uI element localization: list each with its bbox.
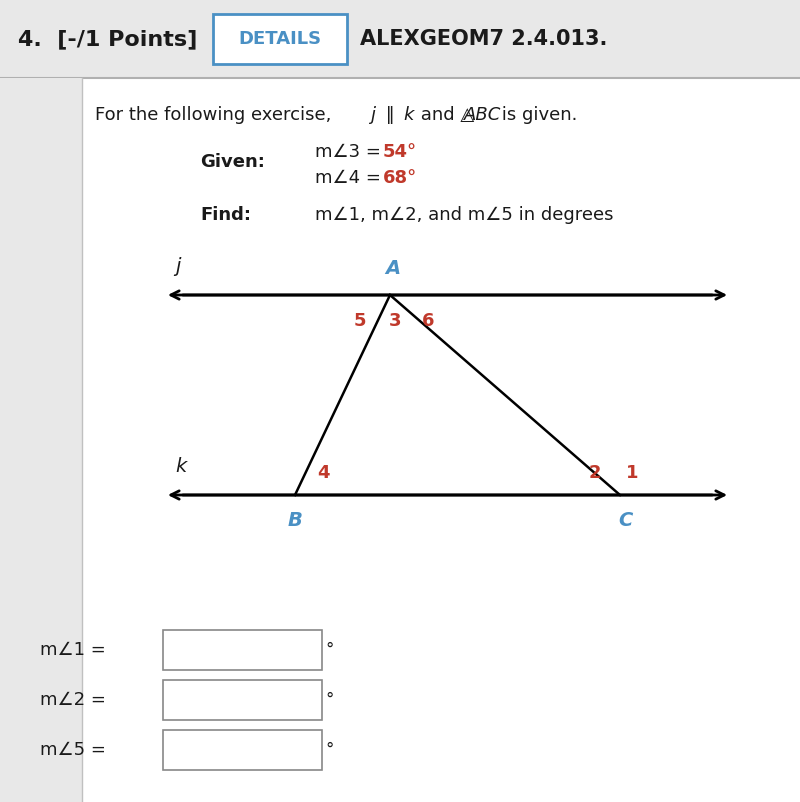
Text: °: ° <box>325 741 334 759</box>
Text: 4: 4 <box>317 464 330 482</box>
Text: ‖: ‖ <box>380 106 401 124</box>
Text: m∠4 =: m∠4 = <box>315 169 386 187</box>
Text: k: k <box>403 106 414 124</box>
Text: m∠2 =: m∠2 = <box>40 691 112 709</box>
Text: ALEXGEOM7 2.4.013.: ALEXGEOM7 2.4.013. <box>360 29 607 49</box>
FancyBboxPatch shape <box>163 630 322 670</box>
Bar <box>0 0 800 78</box>
Text: 68°: 68° <box>383 169 418 187</box>
Text: j: j <box>370 106 375 124</box>
Text: 2: 2 <box>589 464 602 482</box>
Text: k: k <box>175 457 186 476</box>
Text: and △: and △ <box>415 106 474 124</box>
Text: DETAILS: DETAILS <box>238 30 322 48</box>
Text: 3: 3 <box>389 312 402 330</box>
Text: °: ° <box>325 691 334 709</box>
Text: °: ° <box>325 641 334 659</box>
Text: Find:: Find: <box>200 206 251 224</box>
Text: For the following exercise,: For the following exercise, <box>95 106 337 124</box>
Text: 5: 5 <box>354 312 366 330</box>
Text: 1: 1 <box>626 464 638 482</box>
Text: is given.: is given. <box>496 106 578 124</box>
Text: ABC: ABC <box>464 106 502 124</box>
Text: 54°: 54° <box>383 143 417 161</box>
Text: 4.  [-/1 Points]: 4. [-/1 Points] <box>18 29 198 49</box>
Bar <box>0 78 82 802</box>
Text: 6: 6 <box>422 312 434 330</box>
FancyBboxPatch shape <box>163 680 322 720</box>
Text: B: B <box>287 512 302 530</box>
Text: C: C <box>618 512 632 530</box>
Text: Given:: Given: <box>200 153 265 171</box>
Text: m∠5 =: m∠5 = <box>40 741 112 759</box>
FancyBboxPatch shape <box>163 730 322 770</box>
FancyBboxPatch shape <box>213 14 347 64</box>
Text: A: A <box>386 260 401 278</box>
Text: m∠3 =: m∠3 = <box>315 143 386 161</box>
Text: m∠1, m∠2, and m∠5 in degrees: m∠1, m∠2, and m∠5 in degrees <box>315 206 614 224</box>
Text: m∠1 =: m∠1 = <box>40 641 111 659</box>
Text: j: j <box>175 257 180 277</box>
